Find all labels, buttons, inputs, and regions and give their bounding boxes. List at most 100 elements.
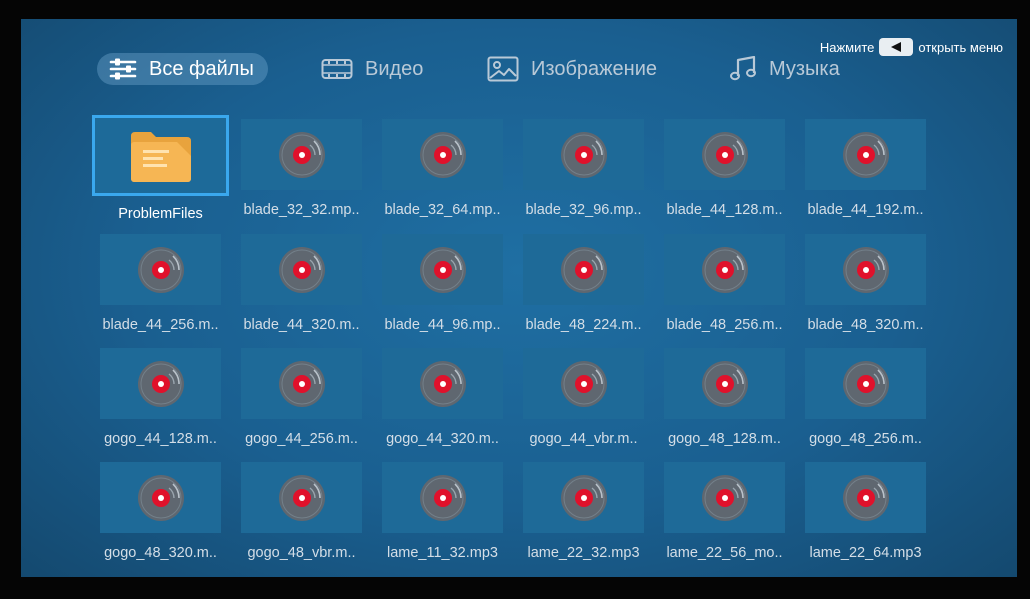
file-name: gogo_44_320.m..: [386, 431, 499, 447]
audio-thumbnail: [523, 234, 644, 305]
audio-file-item[interactable]: lame_11_32.mp3: [382, 462, 503, 561]
audio-file-item[interactable]: blade_32_64.mp..: [382, 119, 503, 218]
tab-video[interactable]: Видео: [321, 53, 423, 85]
audio-file-item[interactable]: lame_22_56_mo..: [664, 462, 785, 561]
audio-thumbnail: [382, 119, 503, 190]
film-icon: [321, 58, 353, 80]
audio-thumbnail: [241, 119, 362, 190]
audio-file-item[interactable]: blade_44_192.m..: [805, 119, 926, 218]
music-disc-icon: [560, 246, 608, 294]
file-name: gogo_48_128.m..: [668, 431, 781, 447]
hint-text-after: открыть меню: [918, 39, 1003, 55]
image-icon: [487, 56, 519, 82]
file-name: blade_32_64.mp..: [384, 202, 501, 218]
file-name: lame_11_32.mp3: [387, 545, 498, 561]
audio-thumbnail: [805, 119, 926, 190]
audio-file-item[interactable]: lame_22_32.mp3: [523, 462, 644, 561]
music-disc-icon: [560, 474, 608, 522]
audio-file-item[interactable]: lame_22_64.mp3: [805, 462, 926, 561]
file-name: gogo_48_320.m..: [104, 545, 217, 561]
audio-file-item[interactable]: blade_48_224.m..: [523, 234, 644, 333]
file-name: blade_32_96.mp..: [525, 202, 642, 218]
audio-thumbnail: [241, 348, 362, 419]
audio-thumbnail: [805, 234, 926, 305]
music-disc-icon: [419, 131, 467, 179]
audio-thumbnail: [664, 119, 785, 190]
audio-file-item[interactable]: gogo_48_vbr.m..: [241, 462, 362, 561]
audio-thumbnail: [382, 234, 503, 305]
tab-label: Все файлы: [149, 57, 254, 80]
audio-file-item[interactable]: blade_44_96.mp..: [382, 234, 503, 333]
audio-thumbnail: [241, 462, 362, 533]
music-disc-icon: [137, 246, 185, 294]
tab-label: Видео: [365, 57, 424, 80]
audio-thumbnail: [100, 348, 221, 419]
music-disc-icon: [278, 360, 326, 408]
tab-all-files[interactable]: Все файлы: [97, 53, 268, 85]
file-name: gogo_48_vbr.m..: [247, 545, 356, 561]
audio-file-item[interactable]: blade_32_32.mp..: [241, 119, 362, 218]
audio-file-item[interactable]: blade_32_96.mp..: [523, 119, 644, 218]
music-disc-icon: [419, 246, 467, 294]
file-name: gogo_44_128.m..: [104, 431, 217, 447]
file-name: blade_44_320.m..: [243, 317, 360, 333]
audio-file-item[interactable]: gogo_44_256.m..: [241, 348, 362, 447]
file-name: ProblemFiles: [118, 206, 203, 222]
audio-file-item[interactable]: gogo_48_256.m..: [805, 348, 926, 447]
file-name: lame_22_56_mo..: [666, 545, 783, 561]
audio-file-item[interactable]: gogo_44_320.m..: [382, 348, 503, 447]
audio-file-item[interactable]: blade_44_128.m..: [664, 119, 785, 218]
file-name: blade_44_96.mp..: [384, 317, 501, 333]
audio-file-item[interactable]: blade_44_320.m..: [241, 234, 362, 333]
audio-thumbnail: [100, 462, 221, 533]
audio-thumbnail: [523, 348, 644, 419]
audio-thumbnail: [664, 462, 785, 533]
audio-thumbnail: [805, 348, 926, 419]
music-disc-icon: [701, 131, 749, 179]
file-name: gogo_48_256.m..: [809, 431, 922, 447]
audio-thumbnail: [664, 348, 785, 419]
hint-text-before: Нажмите: [819, 39, 875, 55]
menu-hint: Нажмите открыть меню: [820, 37, 1003, 57]
folder-item[interactable]: ProblemFiles: [92, 115, 229, 222]
file-name: gogo_44_256.m..: [245, 431, 358, 447]
audio-file-item[interactable]: gogo_44_128.m..: [100, 348, 221, 447]
audio-thumbnail: [100, 234, 221, 305]
audio-file-item[interactable]: gogo_48_320.m..: [100, 462, 221, 561]
file-name: blade_44_256.m..: [102, 317, 219, 333]
music-disc-icon: [842, 131, 890, 179]
tab-images[interactable]: Изображение: [487, 53, 657, 85]
file-name: blade_32_32.mp..: [243, 202, 360, 218]
file-name: blade_44_192.m..: [807, 202, 924, 218]
tab-music[interactable]: Музыка: [729, 53, 840, 85]
file-name: blade_48_224.m..: [525, 317, 642, 333]
music-disc-icon: [278, 131, 326, 179]
music-disc-icon: [560, 131, 608, 179]
music-disc-icon: [419, 474, 467, 522]
music-disc-icon: [842, 246, 890, 294]
music-disc-icon: [701, 360, 749, 408]
sliders-icon: [109, 57, 137, 81]
audio-file-item[interactable]: blade_48_256.m..: [664, 234, 785, 333]
music-disc-icon: [278, 474, 326, 522]
audio-file-item[interactable]: blade_44_256.m..: [100, 234, 221, 333]
music-disc-icon: [278, 246, 326, 294]
tab-label: Изображение: [531, 57, 657, 80]
audio-thumbnail: [382, 462, 503, 533]
audio-thumbnail: [241, 234, 362, 305]
audio-thumbnail: [805, 462, 926, 533]
file-name: blade_48_320.m..: [807, 317, 924, 333]
audio-file-item[interactable]: blade_48_320.m..: [805, 234, 926, 333]
file-name: lame_22_64.mp3: [809, 545, 922, 561]
audio-thumbnail: [382, 348, 503, 419]
music-disc-icon: [701, 474, 749, 522]
music-disc-icon: [701, 246, 749, 294]
folder-thumbnail: [92, 115, 229, 196]
music-disc-icon: [842, 474, 890, 522]
audio-file-item[interactable]: gogo_44_vbr.m..: [523, 348, 644, 447]
audio-file-item[interactable]: gogo_48_128.m..: [664, 348, 785, 447]
music-disc-icon: [419, 360, 467, 408]
music-disc-icon: [137, 360, 185, 408]
audio-thumbnail: [523, 119, 644, 190]
file-name: lame_22_32.mp3: [527, 545, 640, 561]
